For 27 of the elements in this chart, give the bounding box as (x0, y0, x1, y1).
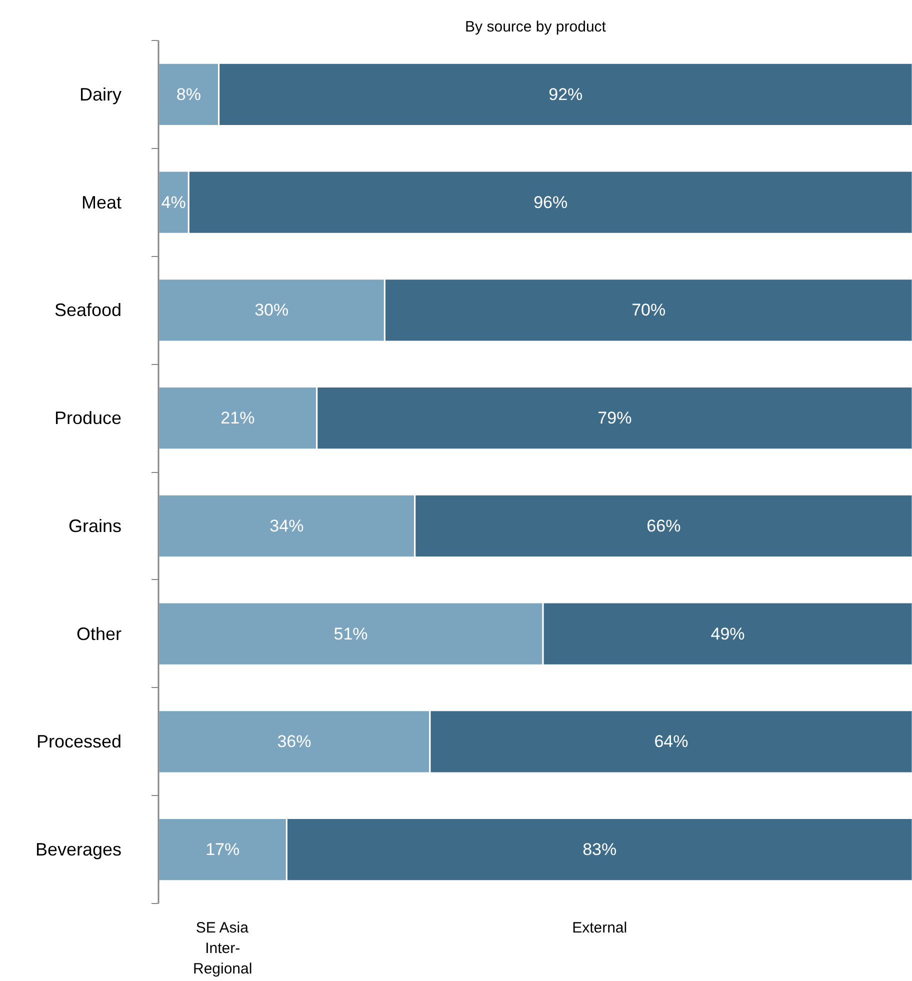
y-tick-label: Meat (81, 192, 122, 212)
text: External (572, 920, 628, 936)
data-label: 36% (277, 732, 312, 752)
data-label: 17% (206, 840, 240, 860)
data-label: 49% (710, 624, 745, 644)
data-label: 70% (632, 300, 666, 320)
y-tick-label: Other (76, 624, 122, 644)
y-tick-label: Grains (68, 516, 122, 536)
chart-title: By source by product (465, 18, 607, 36)
text: SE Asia Inter-Regional (192, 920, 252, 978)
data-label: 51% (334, 624, 368, 644)
data-label: 66% (646, 516, 681, 536)
data-label: 83% (582, 840, 617, 860)
y-tick-label: Beverages (35, 840, 122, 860)
data-label: 30% (254, 300, 289, 320)
y-tick-label: Seafood (54, 300, 122, 320)
y-tick-label: Processed (36, 732, 122, 752)
data-label: 8% (176, 84, 201, 104)
data-label: 92% (548, 84, 583, 104)
data-label: 64% (654, 732, 688, 752)
y-tick-label: Produce (54, 408, 122, 428)
y-tick-label: Dairy (79, 84, 122, 104)
data-label: 79% (598, 408, 632, 428)
data-label: 34% (270, 516, 304, 536)
data-label: 4% (161, 192, 186, 212)
data-label: 96% (534, 192, 568, 212)
data-label: 21% (220, 408, 255, 428)
